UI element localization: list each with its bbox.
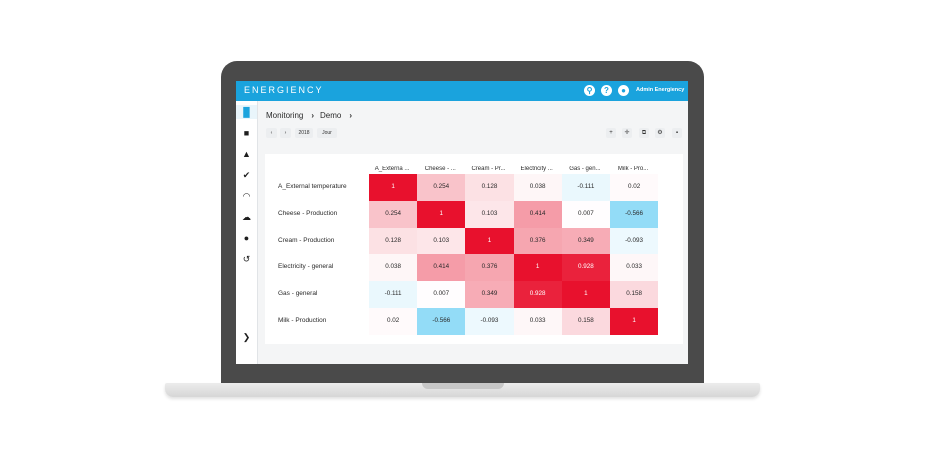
help-icon[interactable]: ? [601, 85, 612, 96]
user-icon[interactable]: ● [618, 85, 629, 96]
top-bar: ENERGIENCY ⚲ ? ● Admin Energiency [236, 81, 688, 101]
heatmap-row-label: A_External temperature [278, 183, 347, 190]
heatmap-cell[interactable]: 0.158 [561, 308, 610, 335]
heatmap-cell[interactable]: 1 [513, 254, 562, 282]
breadcrumb-monitoring[interactable]: Monitoring [266, 111, 304, 120]
add-icon[interactable]: + [606, 128, 616, 138]
heatmap-column-label: Milk - Pro... [617, 166, 649, 172]
search-icon[interactable]: ⚲ [584, 85, 595, 96]
next-period-button[interactable]: › [280, 128, 291, 138]
settings-icon[interactable]: ⚙ [655, 128, 665, 138]
heatmap-cell[interactable]: 0.254 [417, 174, 466, 201]
heatmap-cell[interactable]: 0.038 [513, 174, 562, 201]
heatmap-cell[interactable]: 0.158 [610, 281, 659, 308]
heatmap-row-label: Cream - Production [278, 236, 335, 244]
heatmap-cell[interactable]: 0.349 [465, 281, 514, 308]
heatmap-cell[interactable]: -0.093 [610, 227, 659, 255]
heatmap-cell[interactable]: -0.093 [465, 308, 514, 335]
heatmap-cell[interactable]: 0.128 [465, 174, 514, 201]
alert-icon[interactable]: ▲ [242, 149, 251, 159]
check-icon[interactable]: ✔ [242, 170, 251, 180]
previous-period-button[interactable]: ‹ [266, 128, 277, 138]
sidebar: █ ■ ▲ ✔ ◠ ☁ ● ↺ ❯ [236, 101, 258, 364]
history-icon[interactable]: ↺ [242, 254, 251, 264]
copy-icon[interactable]: ⧉ [639, 128, 649, 138]
sidebar-expand-icon[interactable]: ❯ [242, 332, 251, 342]
heatmap-cell[interactable]: 0.02 [610, 174, 659, 201]
heatmap-cell[interactable]: 0.103 [417, 227, 466, 255]
heatmap-column-label: Electricity ... [520, 166, 553, 172]
laptop-notch [422, 383, 504, 389]
heatmap-row-label: Gas - general [278, 290, 318, 298]
laptop-base [165, 383, 760, 397]
heatmap-column-label: Cream - Pr... [471, 166, 506, 172]
heatmap-column-label: Cheese - ... [424, 166, 456, 172]
heatmap-cell[interactable]: 0.033 [610, 254, 659, 282]
year-selector[interactable]: 2018 [295, 128, 313, 138]
heatmap-cell[interactable]: -0.111 [561, 174, 610, 201]
heatmap-cell[interactable]: 0.376 [465, 254, 514, 282]
move-icon[interactable]: ✛ [622, 128, 632, 138]
breadcrumb-separator-icon: › [349, 111, 353, 120]
app-logo[interactable]: ENERGIENCY [244, 85, 324, 95]
heatmap-cell[interactable]: -0.566 [610, 200, 659, 228]
heatmap-cell[interactable]: 1 [369, 174, 418, 201]
heatmap-cell[interactable]: 0.376 [513, 227, 562, 255]
heatmap-column-label: Gas - gen... [569, 166, 601, 172]
heatmap-row-label: Cheese - Production [278, 209, 338, 217]
person-icon[interactable]: ● [243, 233, 250, 243]
heatmap-cell[interactable]: -0.111 [369, 281, 418, 308]
dashboard-icon[interactable]: █ [236, 105, 257, 119]
heatmap-cell[interactable]: 0.928 [513, 281, 562, 308]
period-selector[interactable]: Jour [317, 128, 337, 138]
heatmap-cell[interactable]: 1 [561, 281, 610, 308]
heatmap-cell[interactable]: 0.007 [417, 281, 466, 308]
heatmap-cell[interactable]: 1 [417, 200, 466, 228]
heatmap-cell[interactable]: 0.349 [561, 227, 610, 255]
heatmap-cell[interactable]: 1 [610, 308, 659, 335]
heatmap-cell[interactable]: 1 [465, 227, 514, 255]
heatmap-cell[interactable]: 0.038 [369, 254, 418, 282]
breadcrumb-demo[interactable]: Demo [320, 111, 342, 120]
heatmap-cell[interactable]: 0.128 [369, 227, 418, 255]
delete-icon[interactable]: ▪ [672, 128, 682, 138]
breadcrumb-separator-icon: › [311, 111, 315, 120]
correlation-heatmap: A_Externa ... Cheese - ... Cream - Pr... El… [265, 154, 683, 344]
gauge-icon[interactable]: ◠ [242, 191, 251, 201]
document-icon[interactable]: ■ [243, 128, 250, 138]
heatmap-cell[interactable]: 0.414 [513, 200, 562, 228]
cloud-upload-icon[interactable]: ☁ [242, 212, 251, 222]
heatmap-cell[interactable]: -0.566 [417, 308, 466, 335]
breadcrumb: Monitoring › Demo › [266, 111, 358, 120]
heatmap-cell[interactable]: 0.414 [417, 254, 466, 282]
heatmap-row-label: Milk - Production [278, 317, 327, 324]
heatmap-cell[interactable]: 0.02 [369, 308, 418, 335]
heatmap-cell[interactable]: 0.103 [465, 200, 514, 228]
heatmap-column-label: A_Externa ... [374, 166, 410, 172]
heatmap-cell[interactable]: 0.928 [561, 254, 610, 282]
user-name[interactable]: Admin Energiency [636, 87, 685, 93]
heatmap-cell[interactable]: 0.254 [369, 200, 418, 228]
heatmap-cell[interactable]: 0.033 [513, 308, 562, 335]
heatmap-row-label: Electricity - general [278, 263, 334, 271]
app-screen: ENERGIENCY ⚲ ? ● Admin Energiency █ ■ ▲ ✔ ◠ ☁… [236, 81, 688, 364]
heatmap-cell[interactable]: 0.007 [561, 200, 610, 228]
